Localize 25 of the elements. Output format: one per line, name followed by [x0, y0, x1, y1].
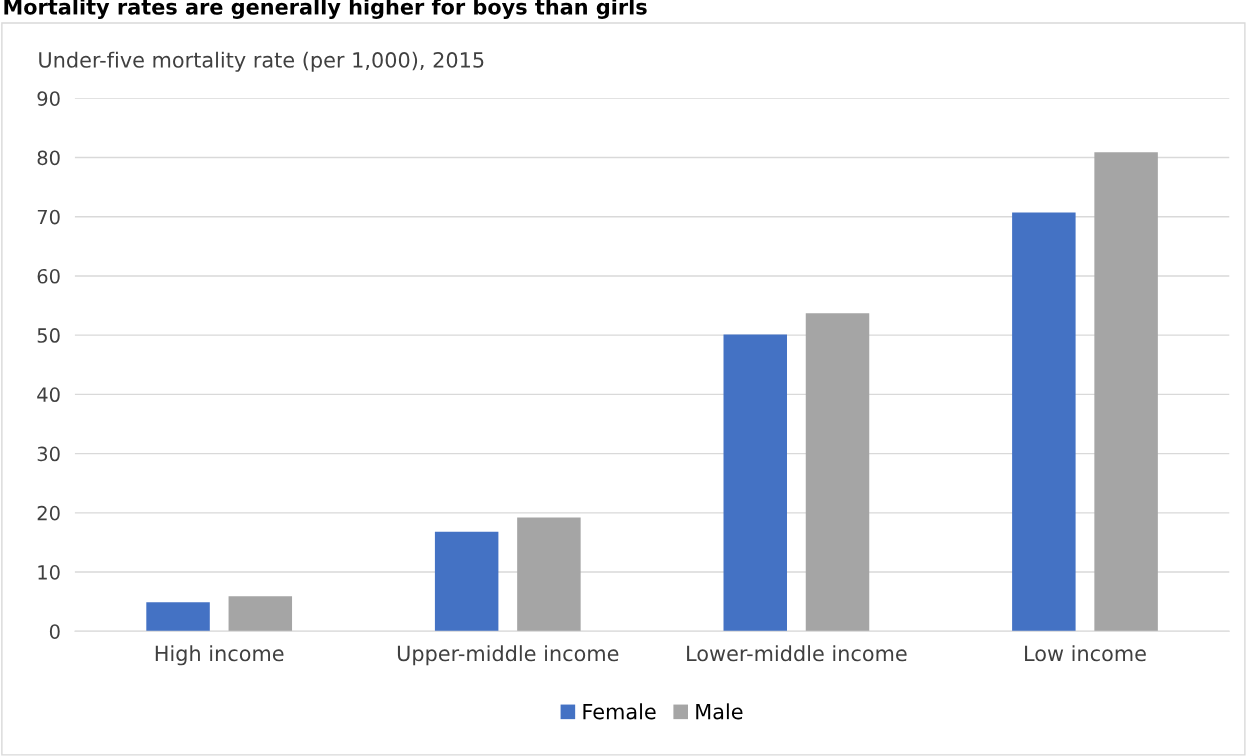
y-tick-label: 50 — [37, 328, 60, 343]
bar — [434, 531, 499, 632]
y-tick-label: 90 — [37, 91, 60, 106]
y-tick-label: 70 — [37, 209, 60, 225]
x-tick-label: Lower-middle income — [687, 645, 907, 662]
bar — [805, 313, 870, 632]
y-tick-label: 30 — [37, 446, 60, 462]
bar — [146, 602, 210, 632]
y-axis-title: Under-five mortality rate (per 1,000), 2015 — [39, 51, 484, 72]
legend-label: Male — [696, 703, 743, 720]
bar — [517, 517, 581, 632]
bar — [1012, 212, 1076, 632]
y-tick-label: 20 — [37, 505, 60, 521]
x-tick-label: Upper-middle income — [397, 645, 619, 666]
y-tick-label: 60 — [37, 268, 60, 284]
bar — [228, 596, 293, 632]
x-tick-label: High income — [155, 645, 284, 666]
y-tick-label: 40 — [37, 387, 60, 403]
legend-label: Female — [583, 703, 656, 720]
bar — [1094, 152, 1158, 632]
y-tick-label: 0 — [49, 624, 60, 639]
bar — [723, 334, 787, 632]
x-tick-label: Low income — [1025, 645, 1146, 662]
y-tick-label: 10 — [38, 565, 60, 580]
y-tick-label: 80 — [37, 150, 60, 166]
